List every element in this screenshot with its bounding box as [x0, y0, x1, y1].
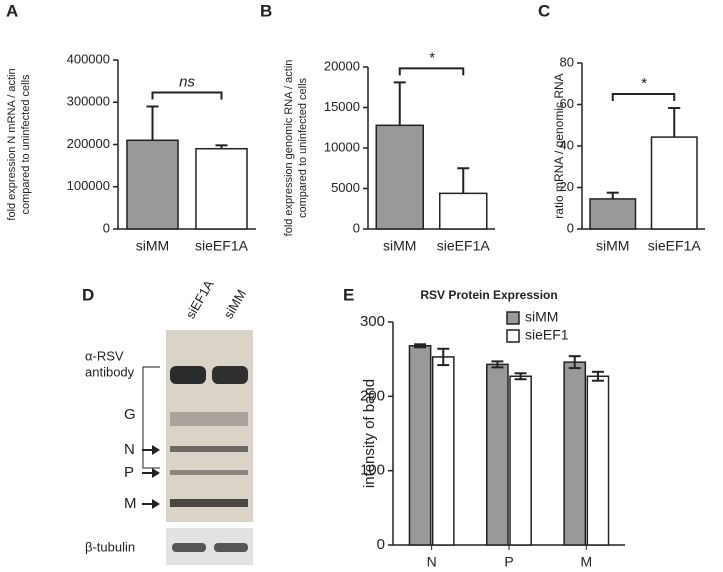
y-tick-label: 0 — [567, 220, 574, 235]
blot-band — [170, 470, 248, 475]
y-tick-label: 60 — [560, 96, 574, 111]
y-tick-label: 100000 — [67, 178, 110, 193]
bar — [509, 375, 532, 546]
y-tick-label: 200000 — [67, 136, 110, 151]
band-label: P — [124, 464, 134, 481]
panel-label: A — [6, 1, 18, 20]
blot-band — [170, 366, 206, 384]
y-axis-label: compared to uninfected cells — [20, 74, 32, 215]
x-tick-label: M — [580, 554, 592, 570]
bar — [586, 375, 610, 546]
band-label: M — [124, 495, 137, 512]
tubulin-band — [214, 543, 248, 552]
significance-bracket — [151, 91, 223, 100]
bar — [439, 192, 488, 230]
panel-label: B — [260, 1, 272, 20]
y-tick-label: 100 — [360, 462, 385, 479]
bar — [563, 361, 587, 546]
y-tick-label: 300 — [360, 313, 385, 330]
band-label: N — [124, 441, 135, 458]
panel-label: D — [82, 285, 94, 304]
y-tick-label: 400000 — [67, 51, 110, 66]
y-tick-label: 20 — [560, 179, 574, 194]
legend-label: siMM — [525, 309, 558, 325]
blot: D siEF1A siMM α-RSV antibody G N P M β-t… — [82, 277, 253, 565]
g-bracket — [142, 366, 160, 469]
bar — [126, 139, 179, 230]
x-tick-label: P — [504, 554, 513, 570]
blot-band — [170, 412, 248, 426]
y-tick-label: 80 — [560, 54, 574, 69]
bar — [650, 136, 698, 230]
blot-band — [170, 499, 248, 507]
y-tick-label: 15000 — [324, 99, 360, 114]
x-tick-label: sieEF1A — [648, 238, 702, 254]
arrow-head — [152, 499, 160, 509]
x-tick-label: sieEF1A — [437, 238, 491, 254]
y-tick-label: 5000 — [331, 180, 360, 195]
y-tick-label: 300000 — [67, 94, 110, 109]
bar — [486, 363, 509, 546]
x-tick-label: siMM — [136, 238, 169, 254]
x-tick-label: siMM — [383, 238, 416, 254]
arrow-head — [152, 468, 160, 478]
bar — [431, 356, 455, 546]
y-tick-label: 0 — [103, 220, 110, 235]
significance-label: * — [641, 75, 648, 92]
x-tick-label: siMM — [596, 238, 629, 254]
legend-swatch — [506, 329, 520, 343]
bar — [408, 345, 432, 546]
legend-swatch — [506, 311, 520, 325]
tubulin-band — [172, 543, 206, 552]
y-tick-label: 0 — [377, 536, 385, 553]
significance-label: * — [429, 49, 436, 66]
band-label: G — [124, 406, 136, 423]
significance-bracket — [398, 67, 465, 76]
y-tick-label: 10000 — [324, 139, 360, 154]
bar — [589, 198, 637, 230]
loading-control-label: β-tubulin — [85, 539, 135, 554]
blot-band — [212, 366, 248, 384]
y-tick-label: 20000 — [324, 58, 360, 73]
y-axis-label: fold expression N mRNA / actin — [6, 68, 18, 220]
x-tick-label: sieEF1A — [195, 238, 249, 254]
y-axis-label: fold expression genomic RNA / actin — [283, 60, 295, 237]
y-axis-label: ratio mRNA / genomic RNA — [552, 73, 566, 218]
lane-label: siEF1A — [183, 277, 217, 321]
legend-label: sieEF1 — [525, 327, 569, 343]
bar — [375, 124, 424, 230]
y-tick-label: 0 — [353, 220, 360, 235]
significance-bracket — [611, 93, 676, 102]
arrow-head — [152, 445, 160, 455]
antibody-label: antibody — [85, 364, 135, 379]
lane-label: siMM — [221, 287, 250, 321]
antibody-label: α-RSV — [85, 348, 124, 363]
x-tick-label: N — [427, 554, 437, 570]
significance-label: ns — [179, 73, 195, 90]
y-axis-label: compared to uninfected cells — [297, 77, 309, 218]
y-axis-label: intensity of band — [361, 379, 378, 488]
blot-band — [170, 446, 248, 452]
panel-label: E — [343, 285, 354, 304]
panel-label: C — [538, 1, 550, 20]
chart-title: RSV Protein Expression — [420, 288, 557, 302]
y-tick-label: 40 — [560, 137, 574, 152]
bar — [195, 147, 248, 230]
y-tick-label: 200 — [360, 387, 385, 404]
